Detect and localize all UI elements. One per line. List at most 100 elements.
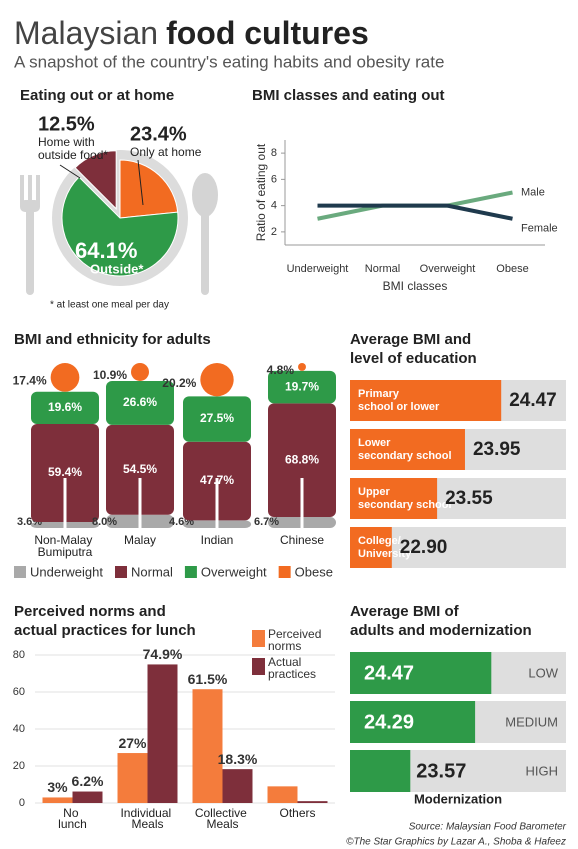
value-label: 12.5%: [38, 113, 95, 135]
category-label: MEDIUM: [505, 714, 558, 729]
bar: [350, 478, 438, 519]
bar-segment: [106, 424, 174, 515]
value-label: 19.7%: [285, 379, 319, 393]
y-tick-label: 0: [19, 797, 25, 809]
bar: [350, 380, 502, 421]
bar-segment: [131, 363, 149, 381]
bar: [350, 429, 465, 470]
legend-swatch: [115, 566, 127, 578]
value-label: 20.2%: [162, 376, 196, 390]
legend-swatch: [184, 566, 197, 578]
legend-swatch: [14, 566, 26, 578]
bar: [117, 753, 148, 803]
bar-segment: [268, 403, 336, 517]
category-label: Upper secondary school: [358, 486, 452, 511]
y-tick-label: 8: [271, 147, 277, 159]
legend-label: Underweight: [30, 564, 103, 579]
bar: [350, 527, 392, 568]
legend-label: Normal: [131, 564, 173, 579]
category-label: Home with outside food*: [38, 135, 108, 162]
value-label: 61.5%: [188, 671, 228, 687]
bar: [350, 750, 411, 792]
value-label: 24.29: [364, 711, 414, 733]
category-label: Outside*: [90, 261, 144, 276]
x-tick-label: Individual Meals: [120, 806, 174, 831]
x-tick-label: Normal: [365, 263, 400, 275]
value-label: 59.4%: [48, 465, 82, 479]
x-tick-label: No lunch: [58, 806, 87, 831]
legend-label: Overweight: [201, 564, 267, 579]
value-label: 3%: [47, 779, 68, 795]
value-label: 23.4%: [130, 123, 187, 145]
value-label: 24.47: [509, 390, 557, 411]
value-label: 23.95: [473, 439, 521, 460]
spoon-head: [192, 173, 218, 217]
section-title: BMI and ethnicity for adults: [14, 331, 211, 348]
bar-segment: [31, 424, 99, 523]
value-label: 64.1%: [75, 238, 137, 263]
fork-tine: [20, 175, 24, 205]
x-tick-label: Malay: [124, 533, 156, 547]
note: * at least one meal per day: [50, 300, 169, 311]
bar-segment: [106, 380, 174, 425]
subtitle: A snapshot of the country's eating habit…: [14, 52, 444, 71]
y-tick-label: 40: [13, 723, 25, 735]
bar: [222, 769, 253, 803]
x-tick-label: Non-Malay Bumiputra: [34, 533, 95, 559]
value-label: 6.7%: [254, 516, 279, 528]
y-tick-label: 6: [271, 173, 277, 185]
bar: [147, 664, 178, 803]
pie-slice: [61, 176, 179, 277]
section-title: Average BMI and level of education: [350, 331, 477, 367]
value-label: 68.8%: [285, 452, 319, 466]
x-tick-label: Underweight: [287, 263, 349, 275]
category-label: Lower secondary school: [358, 437, 452, 462]
y-tick-label: 4: [271, 200, 277, 212]
bar-segment: [50, 363, 80, 392]
value-label: 27.5%: [200, 411, 234, 425]
value-label: 4.8%: [267, 363, 295, 377]
category-label: Primary school or lower: [358, 388, 440, 413]
x-tick-label: Obese: [496, 263, 528, 275]
category-label: HIGH: [526, 763, 559, 778]
legend-swatch: [252, 658, 265, 675]
category-label: Only at home: [130, 145, 202, 159]
legend-swatch: [252, 630, 265, 647]
fork-tine: [36, 175, 40, 205]
y-tick-label: 80: [13, 649, 25, 661]
legend-label: Perceived norms: [268, 627, 325, 653]
series-label: Male: [521, 186, 545, 198]
legend-swatch: [278, 566, 291, 578]
y-tick-label: 20: [13, 760, 25, 772]
pie-slice: [74, 150, 117, 210]
bar: [297, 801, 328, 803]
x-tick-label: Indian: [201, 533, 234, 547]
category-label: College/ University: [358, 535, 412, 560]
value-label: 54.5%: [123, 462, 157, 476]
x-axis-label: Modernization: [414, 791, 502, 806]
leader: [137, 159, 144, 206]
bar: [267, 786, 298, 803]
y-tick-label: 2: [271, 226, 277, 238]
spoon-handle: [201, 205, 209, 295]
credit: ©The Star Graphics by Lazar A., Shoba & …: [346, 837, 566, 848]
x-tick-label: Others: [279, 806, 315, 820]
value-label: 18.3%: [218, 751, 258, 767]
section-title: Perceived norms and actual practices for…: [14, 603, 196, 639]
value-label: 74.9%: [143, 646, 183, 662]
fork-tine: [28, 175, 32, 205]
legend-label: Obese: [295, 564, 333, 579]
value-label: 26.6%: [123, 395, 157, 409]
value-label: 23.55: [445, 488, 493, 509]
fork-handle: [26, 205, 34, 295]
title-regular: Malaysian: [14, 15, 158, 51]
source: Source: Malaysian Food Barometer: [409, 822, 567, 833]
bar-segment: [31, 391, 99, 425]
section-title: Eating out or at home: [20, 87, 174, 104]
series-label: Female: [521, 223, 558, 235]
bar-segment: [298, 363, 306, 371]
x-tick-label: Overweight: [420, 263, 476, 275]
category-label: LOW: [528, 665, 558, 680]
title: Malaysian food cultures: [14, 15, 369, 51]
